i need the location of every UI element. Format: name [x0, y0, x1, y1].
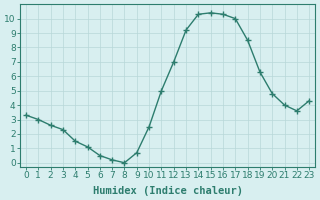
X-axis label: Humidex (Indice chaleur): Humidex (Indice chaleur) — [92, 186, 243, 196]
